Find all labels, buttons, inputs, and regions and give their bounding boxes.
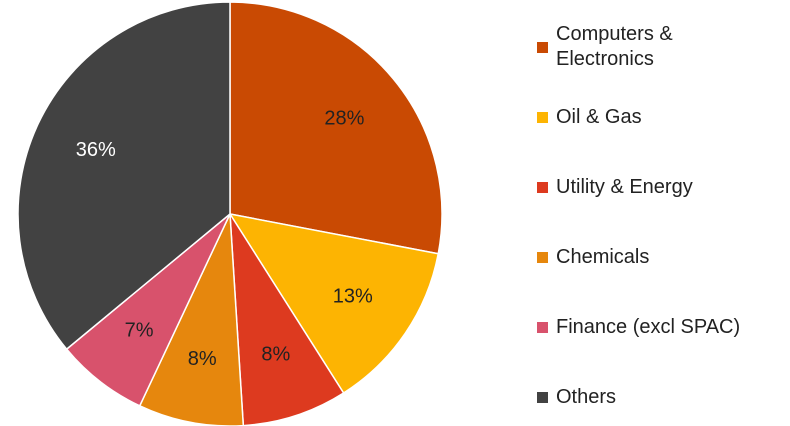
- legend-item: Computers & Electronics: [537, 12, 787, 82]
- legend-swatch: [537, 41, 548, 53]
- data-label: 8%: [261, 343, 290, 365]
- pie-slice: [229, 213, 345, 426]
- legend-swatch: [537, 391, 548, 403]
- legend-item: Oil & Gas: [537, 82, 787, 152]
- legend-swatch: [537, 251, 548, 263]
- pie: 28% 13% 8% 8% 7% 36%: [17, 1, 443, 426]
- data-label: 28%: [324, 108, 364, 130]
- legend-item: Finance (excl SPAC): [537, 292, 787, 362]
- legend-swatch: [537, 181, 548, 193]
- legend-label: Finance (excl SPAC): [556, 315, 741, 338]
- legend-label: Others: [556, 385, 617, 408]
- legend-swatch: [537, 321, 548, 333]
- pie-slice: [229, 1, 443, 255]
- data-label: 13%: [333, 286, 373, 308]
- legend-label: Computers & Electronics: [556, 23, 673, 70]
- legend-item: Others: [537, 362, 787, 426]
- legend-label: Chemicals: [556, 245, 650, 268]
- legend-swatch: [537, 111, 548, 123]
- legend-item: Chemicals: [537, 222, 787, 292]
- data-label: 8%: [188, 348, 217, 370]
- legend-label: Utility & Energy: [556, 175, 693, 198]
- data-label: 36%: [76, 139, 116, 161]
- legend: Computers & Electronics Oil & Gas Utility …: [537, 12, 787, 426]
- legend-label: Oil & Gas: [556, 105, 642, 128]
- pie-slice: [228, 212, 440, 395]
- pie-slice: [17, 1, 231, 351]
- data-label: 7%: [125, 320, 154, 342]
- legend-item: Utility & Energy: [537, 152, 787, 222]
